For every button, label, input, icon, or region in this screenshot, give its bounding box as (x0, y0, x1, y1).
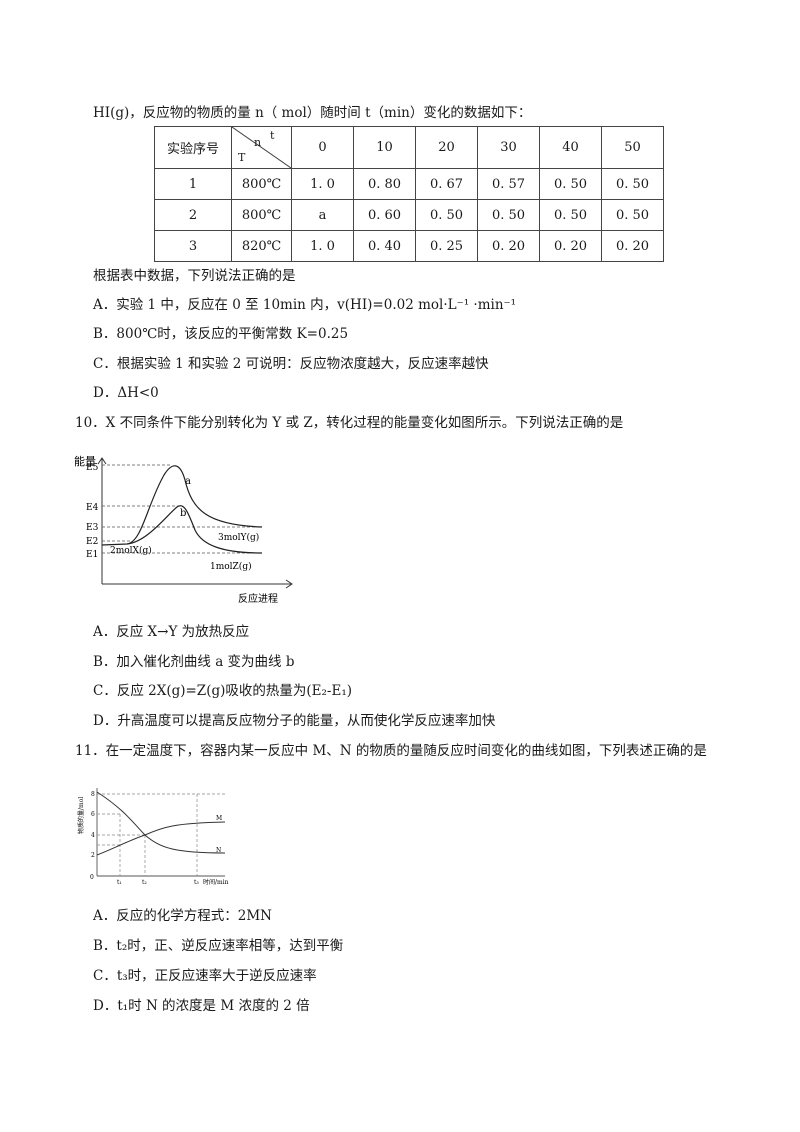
energy-xlabel: 反应进程 (238, 592, 278, 605)
header-experiment-number: 实验序号 (154, 126, 232, 169)
cell-temp: 800℃ (231, 168, 292, 200)
curve-a-label: a (185, 476, 191, 487)
cell-value: 0. 50 (601, 168, 664, 200)
header-time: 50 (601, 126, 664, 169)
q9-stem: 根据表中数据，下列说法正确的是 (93, 268, 296, 284)
header-time: 30 (477, 126, 540, 169)
q9-option-b: B．800℃时，该反应的平衡常数 K=0.25 (93, 326, 349, 342)
level-label-e4: E4 (86, 503, 99, 513)
cell-temp: 820℃ (231, 230, 292, 262)
level-label-e3: E3 (86, 523, 99, 533)
product-y-label: 3molY(g) (218, 532, 259, 543)
table-intro-text: HI(g)，反应物的物质的量 n（ mol）随时间 t（min）变化的数据如下： (93, 105, 532, 121)
table-row: 3 820℃ 1. 0 0. 40 0. 25 0. 20 0. 20 0. 2… (154, 230, 664, 262)
ytick-label: 2 (91, 852, 95, 859)
q11-option-b: B．t₂时，正、逆反应速率相等，达到平衡 (93, 938, 344, 954)
cell-value: 0. 50 (539, 168, 602, 200)
ytick-label: 4 (91, 832, 95, 839)
q10-option-d: D．升高温度可以提高反应物分子的能量，从而使化学反应速率加快 (93, 713, 496, 729)
cell-value: 0. 20 (539, 230, 602, 262)
cell-value: 0. 20 (477, 230, 540, 262)
amount-ylabel: 物质的量/mol (77, 797, 85, 834)
cell-value: 1. 0 (291, 168, 354, 200)
diag-label-T: T (238, 151, 246, 164)
level-label-e1: E1 (86, 550, 98, 560)
cell-id: 3 (154, 230, 232, 262)
q10-option-b: B．加入催化剂曲线 a 变为曲线 b (93, 654, 295, 670)
cell-temp: 800℃ (231, 199, 292, 231)
energy-diagram: 能量 E5 E4 E3 E2 E1 a b 2molX(g) 3molY(g) … (74, 454, 293, 605)
level-label-e5: E5 (86, 463, 99, 473)
xtick-label: t₁ (117, 879, 122, 886)
cell-value: 1. 0 (291, 230, 354, 262)
header-diagonal-cell: t n T (231, 126, 292, 169)
q9-option-d: D．ΔH<0 (93, 385, 159, 401)
q10-option-c: C．反应 2X(g)=Z(g)吸收的热量为(E₂-E₁) (93, 683, 352, 699)
table-row: 1 800℃ 1. 0 0. 80 0. 67 0. 57 0. 50 0. 5… (154, 168, 664, 200)
cell-value: 0. 60 (353, 199, 416, 231)
header-time: 10 (353, 126, 416, 169)
diag-label-n: n (254, 136, 262, 149)
reactant-label: 2molX(g) (110, 545, 152, 556)
cell-id: 1 (154, 168, 232, 200)
q9-option-c: C．根据实验 1 和实验 2 可说明：反应物浓度越大，反应速率越快 (93, 356, 489, 372)
series-m-label: M (216, 815, 222, 822)
q11-option-c: C．t₃时，正反应速率大于逆反应速率 (93, 968, 317, 984)
xtick-label: t₃ (194, 879, 199, 886)
cell-value: 0. 50 (539, 199, 602, 231)
cell-value: a (291, 199, 354, 231)
table-header-row: 实验序号 t n T 0 10 20 30 40 50 (154, 126, 664, 169)
cell-id: 2 (154, 199, 232, 231)
curve-b-label: b (180, 508, 186, 519)
diag-label-t: t (270, 129, 275, 142)
cell-value: 0. 50 (601, 199, 664, 231)
reaction-data-table: 实验序号 t n T 0 10 20 30 40 50 1 800℃ 1. 0 … (154, 126, 664, 262)
cell-value: 0. 57 (477, 168, 540, 200)
cell-value: 0. 40 (353, 230, 416, 262)
q10-stem: 10．X 不同条件下能分别转化为 Y 或 Z，转化过程的能量变化如图所示。下列说… (75, 415, 624, 431)
amount-xlabel: 时间/min (203, 878, 229, 886)
q11-option-a: A．反应的化学方程式：2MN (93, 908, 272, 924)
amount-time-diagram: 物质的量/mol 0 2 4 6 8 t₁ t₂ t₃ 时间/min M N (77, 788, 229, 886)
energy-ylabel: 能量 (74, 454, 96, 468)
cell-value: 0. 50 (415, 199, 478, 231)
ytick-label: 8 (91, 791, 95, 798)
q9-option-a: A．实验 1 中，反应在 0 至 10min 内，v(HI)=0.02 mol·… (93, 297, 517, 313)
table-row: 2 800℃ a 0. 60 0. 50 0. 50 0. 50 0. 50 (154, 199, 664, 231)
xtick-label: t₂ (142, 879, 147, 886)
product-z-label: 1molZ(g) (210, 561, 252, 572)
cell-value: 0. 50 (477, 199, 540, 231)
q11-option-d: D．t₁时 N 的浓度是 M 浓度的 2 倍 (93, 998, 310, 1014)
origin-label: 0 (90, 874, 94, 881)
cell-value: 0. 20 (601, 230, 664, 262)
q11-stem: 11．在一定温度下，容器内某一反应中 M、N 的物质的量随反应时间变化的曲线如图… (75, 743, 707, 759)
series-n-label: N (216, 847, 221, 854)
cell-value: 0. 80 (353, 168, 416, 200)
level-label-e2: E2 (86, 537, 98, 547)
cell-value: 0. 67 (415, 168, 478, 200)
header-time: 20 (415, 126, 478, 169)
q10-option-a: A．反应 X→Y 为放热反应 (93, 624, 250, 640)
cell-value: 0. 25 (415, 230, 478, 262)
header-time: 0 (291, 126, 354, 169)
ytick-label: 6 (91, 811, 95, 818)
header-time: 40 (539, 126, 602, 169)
